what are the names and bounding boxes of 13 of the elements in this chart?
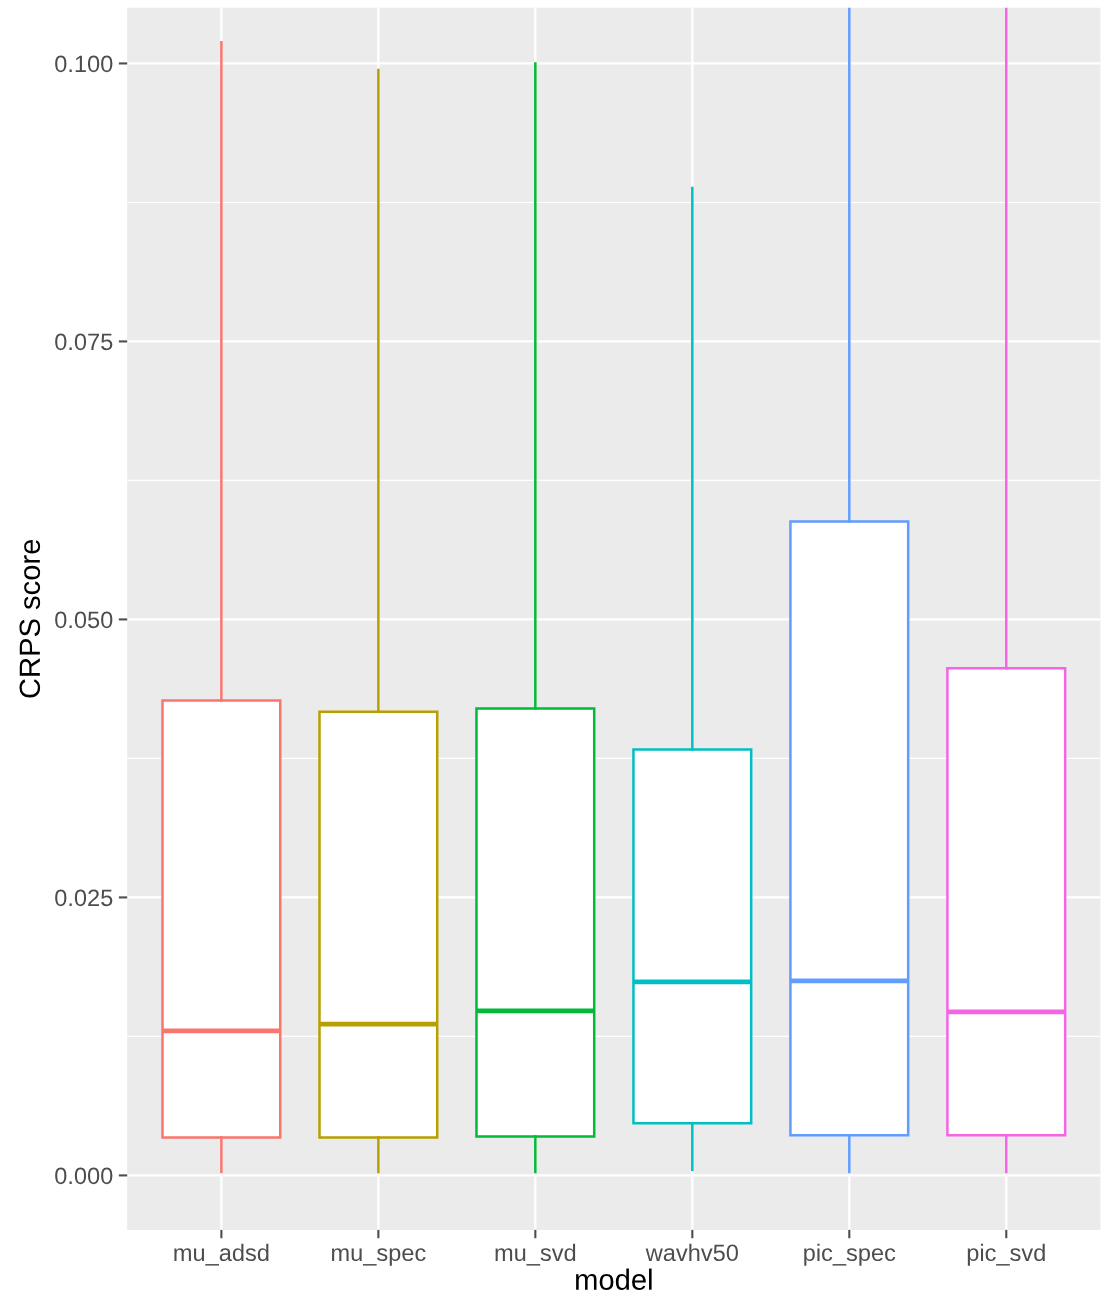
x-tick-label: mu_spec: [332, 1248, 426, 1266]
x-tick-label: pic_spec: [804, 1243, 896, 1266]
y-tick-label: 0.025: [55, 889, 113, 907]
x-tick-label: mu_svd: [495, 1243, 576, 1266]
y-axis-title: CRPS score: [19, 539, 41, 698]
y-tick-label: 0.000: [55, 1167, 113, 1185]
y-tick-label: 0.075: [55, 333, 113, 351]
x-axis-title: model: [576, 1268, 652, 1290]
y-tick-label: 0.100: [55, 55, 113, 73]
x-tick-label: mu_adsd: [174, 1243, 269, 1266]
x-tick-label: pic_svd: [967, 1243, 1045, 1266]
y-tick-label: 0.050: [55, 611, 113, 629]
x-tick-label: wavhv50: [645, 1243, 738, 1262]
